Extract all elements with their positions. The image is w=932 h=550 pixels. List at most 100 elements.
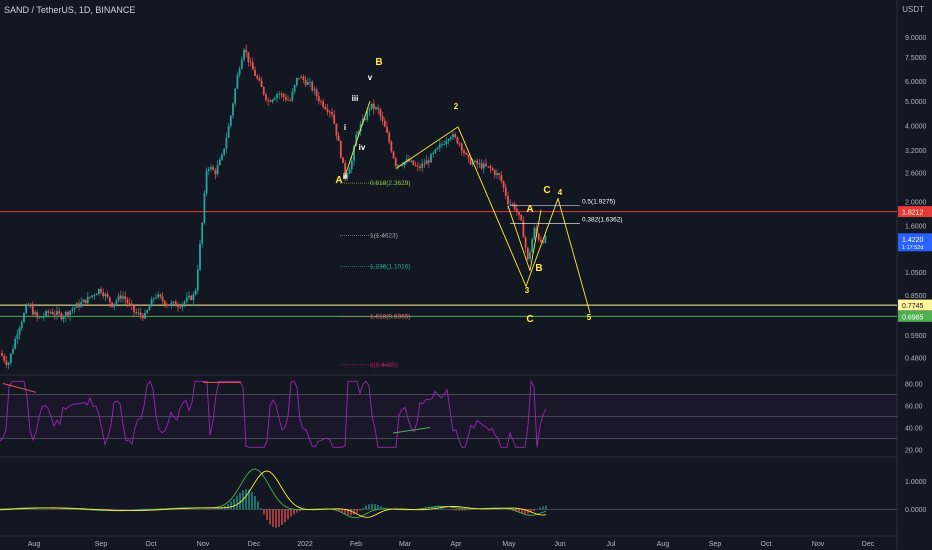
candle-body — [498, 173, 501, 176]
price-tick-label: 0.8500 — [905, 293, 927, 300]
candle-body — [16, 334, 19, 339]
candle-body — [443, 144, 446, 145]
fib-level-label: 0.382(1.6362) — [582, 216, 622, 223]
wave-label: C — [526, 314, 533, 325]
time-tick-label: May — [502, 541, 516, 548]
candle-body — [139, 312, 142, 316]
candle-body — [192, 294, 195, 301]
price-tick-label: 4.0000 — [905, 124, 927, 131]
candle-body — [392, 151, 395, 159]
chart-title: SAND / TetherUS, 1D, BINANCE — [4, 5, 136, 15]
candle-body — [102, 292, 105, 297]
macd-histogram-bar — [524, 509, 526, 514]
candle-body — [170, 302, 173, 306]
wave-label: B — [375, 57, 382, 68]
time-tick-label: Dec — [248, 541, 261, 548]
candle-body — [185, 297, 188, 302]
candle-body — [238, 68, 241, 75]
candle-body — [69, 310, 72, 316]
candle-body — [331, 112, 333, 115]
candle-body — [128, 303, 131, 304]
candle-body — [49, 312, 52, 313]
candle-body — [515, 208, 518, 212]
time-tick-label: Apr — [451, 541, 463, 548]
candle-body — [58, 311, 61, 314]
macd-histogram-bar — [215, 508, 217, 510]
candle-body — [454, 134, 457, 138]
candle-body — [214, 170, 217, 175]
candle-body — [243, 49, 245, 60]
candle-body — [201, 222, 204, 244]
macd-histogram-bar — [458, 509, 460, 511]
macd-histogram-bar — [341, 509, 343, 513]
candle-body — [533, 228, 536, 240]
macd-histogram-bar — [530, 509, 532, 513]
candle-body — [249, 61, 252, 63]
candle-body — [375, 107, 377, 110]
candle-body — [84, 299, 87, 304]
fib-level-label: 1.618(0.6965) — [370, 314, 410, 321]
rsi-tick-label: 40.00 — [905, 426, 923, 433]
candle-body — [337, 135, 340, 142]
macd-histogram-bar — [461, 509, 463, 511]
macd-histogram-bar — [452, 509, 454, 511]
candle-body — [342, 157, 344, 163]
time-tick-label: Sep — [709, 541, 722, 548]
fib-level-label: 1.236(1.1016) — [370, 264, 410, 271]
candle-body — [95, 293, 98, 296]
candle-body — [346, 173, 349, 179]
candle-body — [42, 316, 45, 318]
macd-histogram-bar — [362, 507, 364, 510]
candle-body — [280, 93, 283, 95]
candle-body — [1, 352, 3, 356]
candle-body — [540, 239, 542, 242]
candle-body — [148, 306, 151, 311]
candle-body — [434, 149, 437, 153]
candle-body — [75, 303, 78, 308]
rsi-line — [0, 379, 547, 448]
candle-body — [326, 109, 329, 112]
price-badge — [898, 299, 932, 311]
candle-body — [86, 296, 89, 304]
candle-body — [9, 353, 12, 363]
candle-body — [196, 269, 199, 291]
macd-line — [0, 468, 547, 519]
candle-body — [524, 237, 527, 248]
candle-body — [47, 311, 50, 313]
candle-body — [247, 52, 250, 62]
candle-body — [471, 162, 474, 165]
candle-body — [474, 160, 476, 163]
candle-body — [535, 228, 538, 234]
rsi-tick-label: 20.00 — [905, 448, 923, 455]
candle-body — [276, 94, 278, 98]
macd-histogram-bar — [467, 509, 469, 511]
candle-body — [544, 235, 547, 243]
macd-histogram-bar — [431, 507, 433, 510]
candle-body — [31, 306, 34, 315]
candle-body — [113, 303, 116, 308]
candle-body — [12, 348, 14, 354]
candle-body — [502, 181, 505, 188]
candle-body — [364, 119, 366, 120]
candle-body — [311, 81, 314, 91]
candle-body — [207, 168, 210, 171]
candle-body — [67, 311, 69, 316]
candle-body — [355, 134, 358, 146]
candle-body — [469, 157, 472, 165]
candle-body — [436, 147, 439, 150]
candle-body — [245, 49, 248, 53]
candle-body — [108, 297, 111, 303]
macd-histogram-bar — [281, 509, 283, 525]
candle-body — [487, 166, 490, 167]
macd-histogram-bar — [371, 503, 373, 510]
macd-histogram-bar — [257, 501, 259, 510]
macd-tick-label: 1.0000 — [905, 479, 927, 486]
candle-body — [298, 77, 300, 79]
wave-label: ii — [343, 172, 347, 181]
candle-body — [293, 85, 296, 92]
price-badge — [898, 233, 932, 252]
candle-body — [507, 195, 509, 204]
candle-body — [526, 247, 529, 259]
candle-body — [199, 243, 201, 270]
